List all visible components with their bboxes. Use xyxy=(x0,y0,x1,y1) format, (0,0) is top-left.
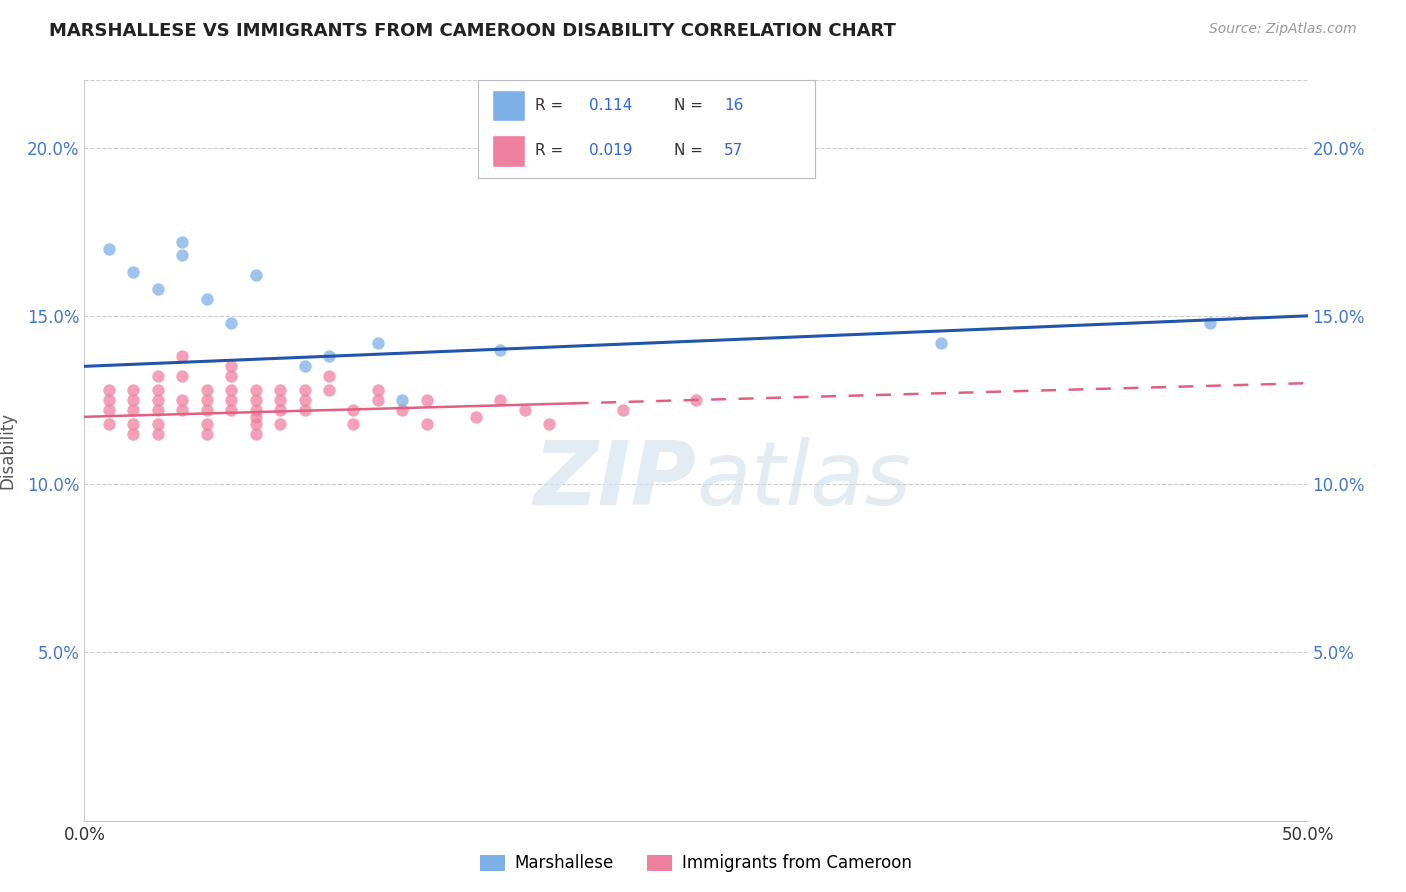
Point xyxy=(219,392,242,407)
Text: 16: 16 xyxy=(724,98,744,113)
Point xyxy=(219,383,242,397)
Point xyxy=(294,383,316,397)
Point xyxy=(489,392,512,407)
Point xyxy=(685,392,707,407)
Point xyxy=(122,265,145,279)
Point xyxy=(245,392,267,407)
Text: Source: ZipAtlas.com: Source: ZipAtlas.com xyxy=(1209,22,1357,37)
Point xyxy=(195,426,218,441)
Point xyxy=(612,403,634,417)
Point xyxy=(122,426,145,441)
Point xyxy=(146,403,169,417)
Text: N =: N = xyxy=(673,98,707,113)
Point xyxy=(342,403,364,417)
Point xyxy=(195,292,218,306)
Text: 0.114: 0.114 xyxy=(589,98,633,113)
Point xyxy=(294,403,316,417)
Text: R =: R = xyxy=(536,98,568,113)
Point xyxy=(464,409,486,424)
Point xyxy=(245,268,267,283)
Point xyxy=(172,248,194,262)
Point xyxy=(146,383,169,397)
Point xyxy=(489,343,512,357)
Point xyxy=(269,383,291,397)
Point xyxy=(318,349,340,363)
Point xyxy=(195,403,218,417)
Point xyxy=(367,383,389,397)
Point xyxy=(245,417,267,431)
Point xyxy=(318,383,340,397)
Point xyxy=(172,369,194,384)
Point xyxy=(342,417,364,431)
Point xyxy=(219,369,242,384)
Text: R =: R = xyxy=(536,144,568,159)
Point xyxy=(416,417,439,431)
Point xyxy=(367,392,389,407)
Point xyxy=(391,403,413,417)
Point xyxy=(195,383,218,397)
Text: atlas: atlas xyxy=(696,437,911,523)
Point xyxy=(97,242,120,256)
Point xyxy=(416,392,439,407)
Point xyxy=(146,417,169,431)
Bar xyxy=(492,90,526,121)
Text: ZIP: ZIP xyxy=(533,436,696,524)
Point xyxy=(172,235,194,249)
Point xyxy=(146,426,169,441)
Point xyxy=(929,335,952,350)
Point xyxy=(245,409,267,424)
Point xyxy=(513,403,536,417)
Point xyxy=(318,369,340,384)
Text: MARSHALLESE VS IMMIGRANTS FROM CAMEROON DISABILITY CORRELATION CHART: MARSHALLESE VS IMMIGRANTS FROM CAMEROON … xyxy=(49,22,896,40)
Point xyxy=(391,392,413,407)
Bar xyxy=(492,136,526,167)
Point xyxy=(122,403,145,417)
Point xyxy=(245,383,267,397)
Point xyxy=(538,417,561,431)
Text: 0.019: 0.019 xyxy=(589,144,633,159)
Point xyxy=(172,349,194,363)
Legend: Marshallese, Immigrants from Cameroon: Marshallese, Immigrants from Cameroon xyxy=(472,847,920,879)
Point xyxy=(122,417,145,431)
Point xyxy=(146,369,169,384)
Point xyxy=(269,392,291,407)
Point xyxy=(245,403,267,417)
Point xyxy=(122,383,145,397)
Point xyxy=(195,417,218,431)
Point xyxy=(269,403,291,417)
Point xyxy=(1198,316,1220,330)
Text: 57: 57 xyxy=(724,144,744,159)
Point xyxy=(367,335,389,350)
Point xyxy=(97,417,120,431)
Point xyxy=(195,392,218,407)
Point xyxy=(97,392,120,407)
Y-axis label: Disability: Disability xyxy=(0,412,15,489)
Point xyxy=(219,403,242,417)
Point xyxy=(97,403,120,417)
Point xyxy=(269,417,291,431)
Point xyxy=(172,403,194,417)
Point xyxy=(245,426,267,441)
Text: N =: N = xyxy=(673,144,707,159)
Point xyxy=(219,316,242,330)
Point xyxy=(122,392,145,407)
Point xyxy=(294,392,316,407)
Point xyxy=(172,392,194,407)
Point xyxy=(97,383,120,397)
Point xyxy=(219,359,242,374)
Point xyxy=(146,392,169,407)
Point xyxy=(146,282,169,296)
Point xyxy=(294,359,316,374)
